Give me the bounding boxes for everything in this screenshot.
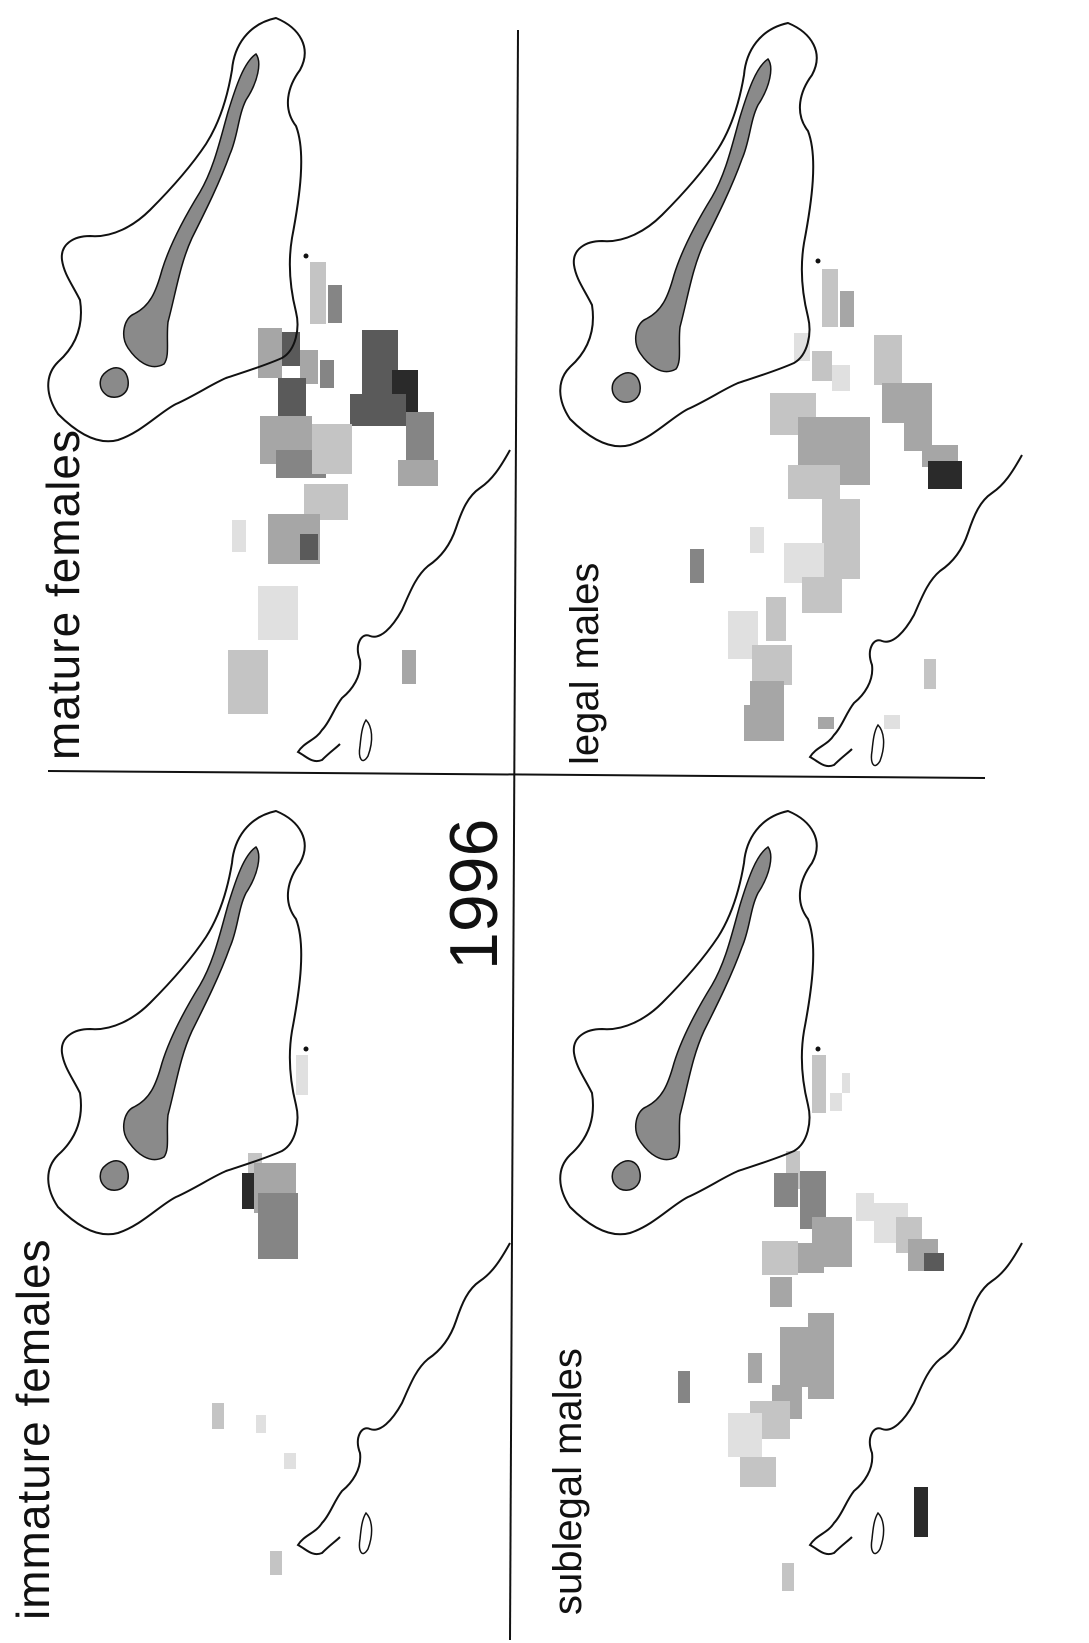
mainland-coastline [808,454,1023,767]
grid-cell [402,650,416,684]
grid-cell [842,1073,850,1093]
small-island [611,372,641,403]
quadrant-divider-lines [47,29,986,1641]
panel-title-legal-males: legal males [563,562,607,765]
grid-cell [328,285,342,323]
grid-cell [678,1371,690,1403]
grid-cell [300,534,318,560]
grid-cell [802,577,842,613]
main-island [122,52,260,368]
grid-cell [744,705,784,741]
grid-cell [350,394,406,426]
mainland-coastline [296,449,511,762]
grid-cell [874,335,902,385]
abundance-grid [228,262,438,714]
panel-title-mature-females: mature females [37,428,89,760]
map-panel-mature-females [47,16,511,762]
grid-cell [258,1193,298,1259]
islet [815,1046,821,1052]
grid-cell [750,527,764,553]
main-island [634,845,772,1161]
mainland-coastline [808,1242,1023,1555]
coastal-spit [358,718,373,762]
grid-cell [812,351,832,381]
abundance-grid [212,1055,308,1575]
panel-title-sublegal-males: sublegal males [546,1348,590,1615]
vertical-divider [509,29,519,1641]
grid-cell [766,597,786,641]
grid-cell [320,360,334,388]
map-panel-sublegal-males [559,809,1023,1591]
small-island [99,367,129,398]
grid-cell [794,1243,824,1273]
small-island [99,1160,129,1191]
grid-cell [258,328,282,378]
grid-cell [212,1403,224,1429]
outer-coastline [559,21,818,448]
grid-cell [256,1415,266,1433]
grid-cell [832,365,850,391]
grid-cell [928,461,962,489]
coastal-spit [870,1511,885,1555]
grid-cell [782,1563,794,1591]
grid-cell [728,1413,762,1457]
abundance-grid [690,269,962,741]
main-island [634,57,772,373]
grid-cell [822,499,860,579]
grid-cell [884,715,900,729]
grid-cell [406,412,434,466]
outer-coastline [47,16,306,443]
grid-cell [904,405,932,451]
main-island [122,845,260,1161]
grid-cell [690,549,704,583]
grid-cell [774,1173,798,1207]
coastal-spit [870,723,885,767]
grid-cell [270,1551,282,1575]
grid-cell [748,1353,762,1383]
grid-cell [788,465,840,499]
grid-cell [300,350,318,384]
panel-title-immature-females: immature females [7,1238,59,1620]
grid-cell [770,1277,792,1307]
grid-cell [310,262,326,324]
grid-cell [296,1055,308,1095]
grid-cell [398,460,438,486]
abundance-grid [678,1055,944,1591]
grid-cell [812,1055,826,1113]
year-label: 1996 [436,818,512,970]
islet [815,258,821,264]
coastal-spit [358,1511,373,1555]
grid-cell [818,717,834,729]
grid-cell [822,269,838,327]
mainland-coastline [296,1242,511,1555]
grid-cell [258,586,298,640]
grid-cell [284,1453,296,1469]
grid-cell [830,1093,842,1111]
grid-cell [924,659,936,689]
map-panel-legal-males [559,21,1023,767]
grid-cell [794,333,810,361]
grid-cell [762,1241,798,1275]
outer-coastline [559,809,818,1236]
grid-cell [784,543,824,583]
islet [303,1046,309,1052]
grid-cell [924,1253,944,1271]
grid-cell [856,1193,874,1221]
grid-cell [752,645,792,685]
grid-cell [914,1487,928,1537]
grid-cell [228,650,268,714]
outer-coastline [47,809,306,1236]
horizontal-divider [47,770,986,779]
islet [303,253,309,259]
small-island [611,1160,641,1191]
grid-cell [312,424,352,474]
grid-cell [232,520,246,552]
grid-cell [780,1327,820,1387]
grid-cell [740,1457,776,1487]
grid-cell [840,291,854,327]
map-panel-immature-females [47,809,511,1575]
